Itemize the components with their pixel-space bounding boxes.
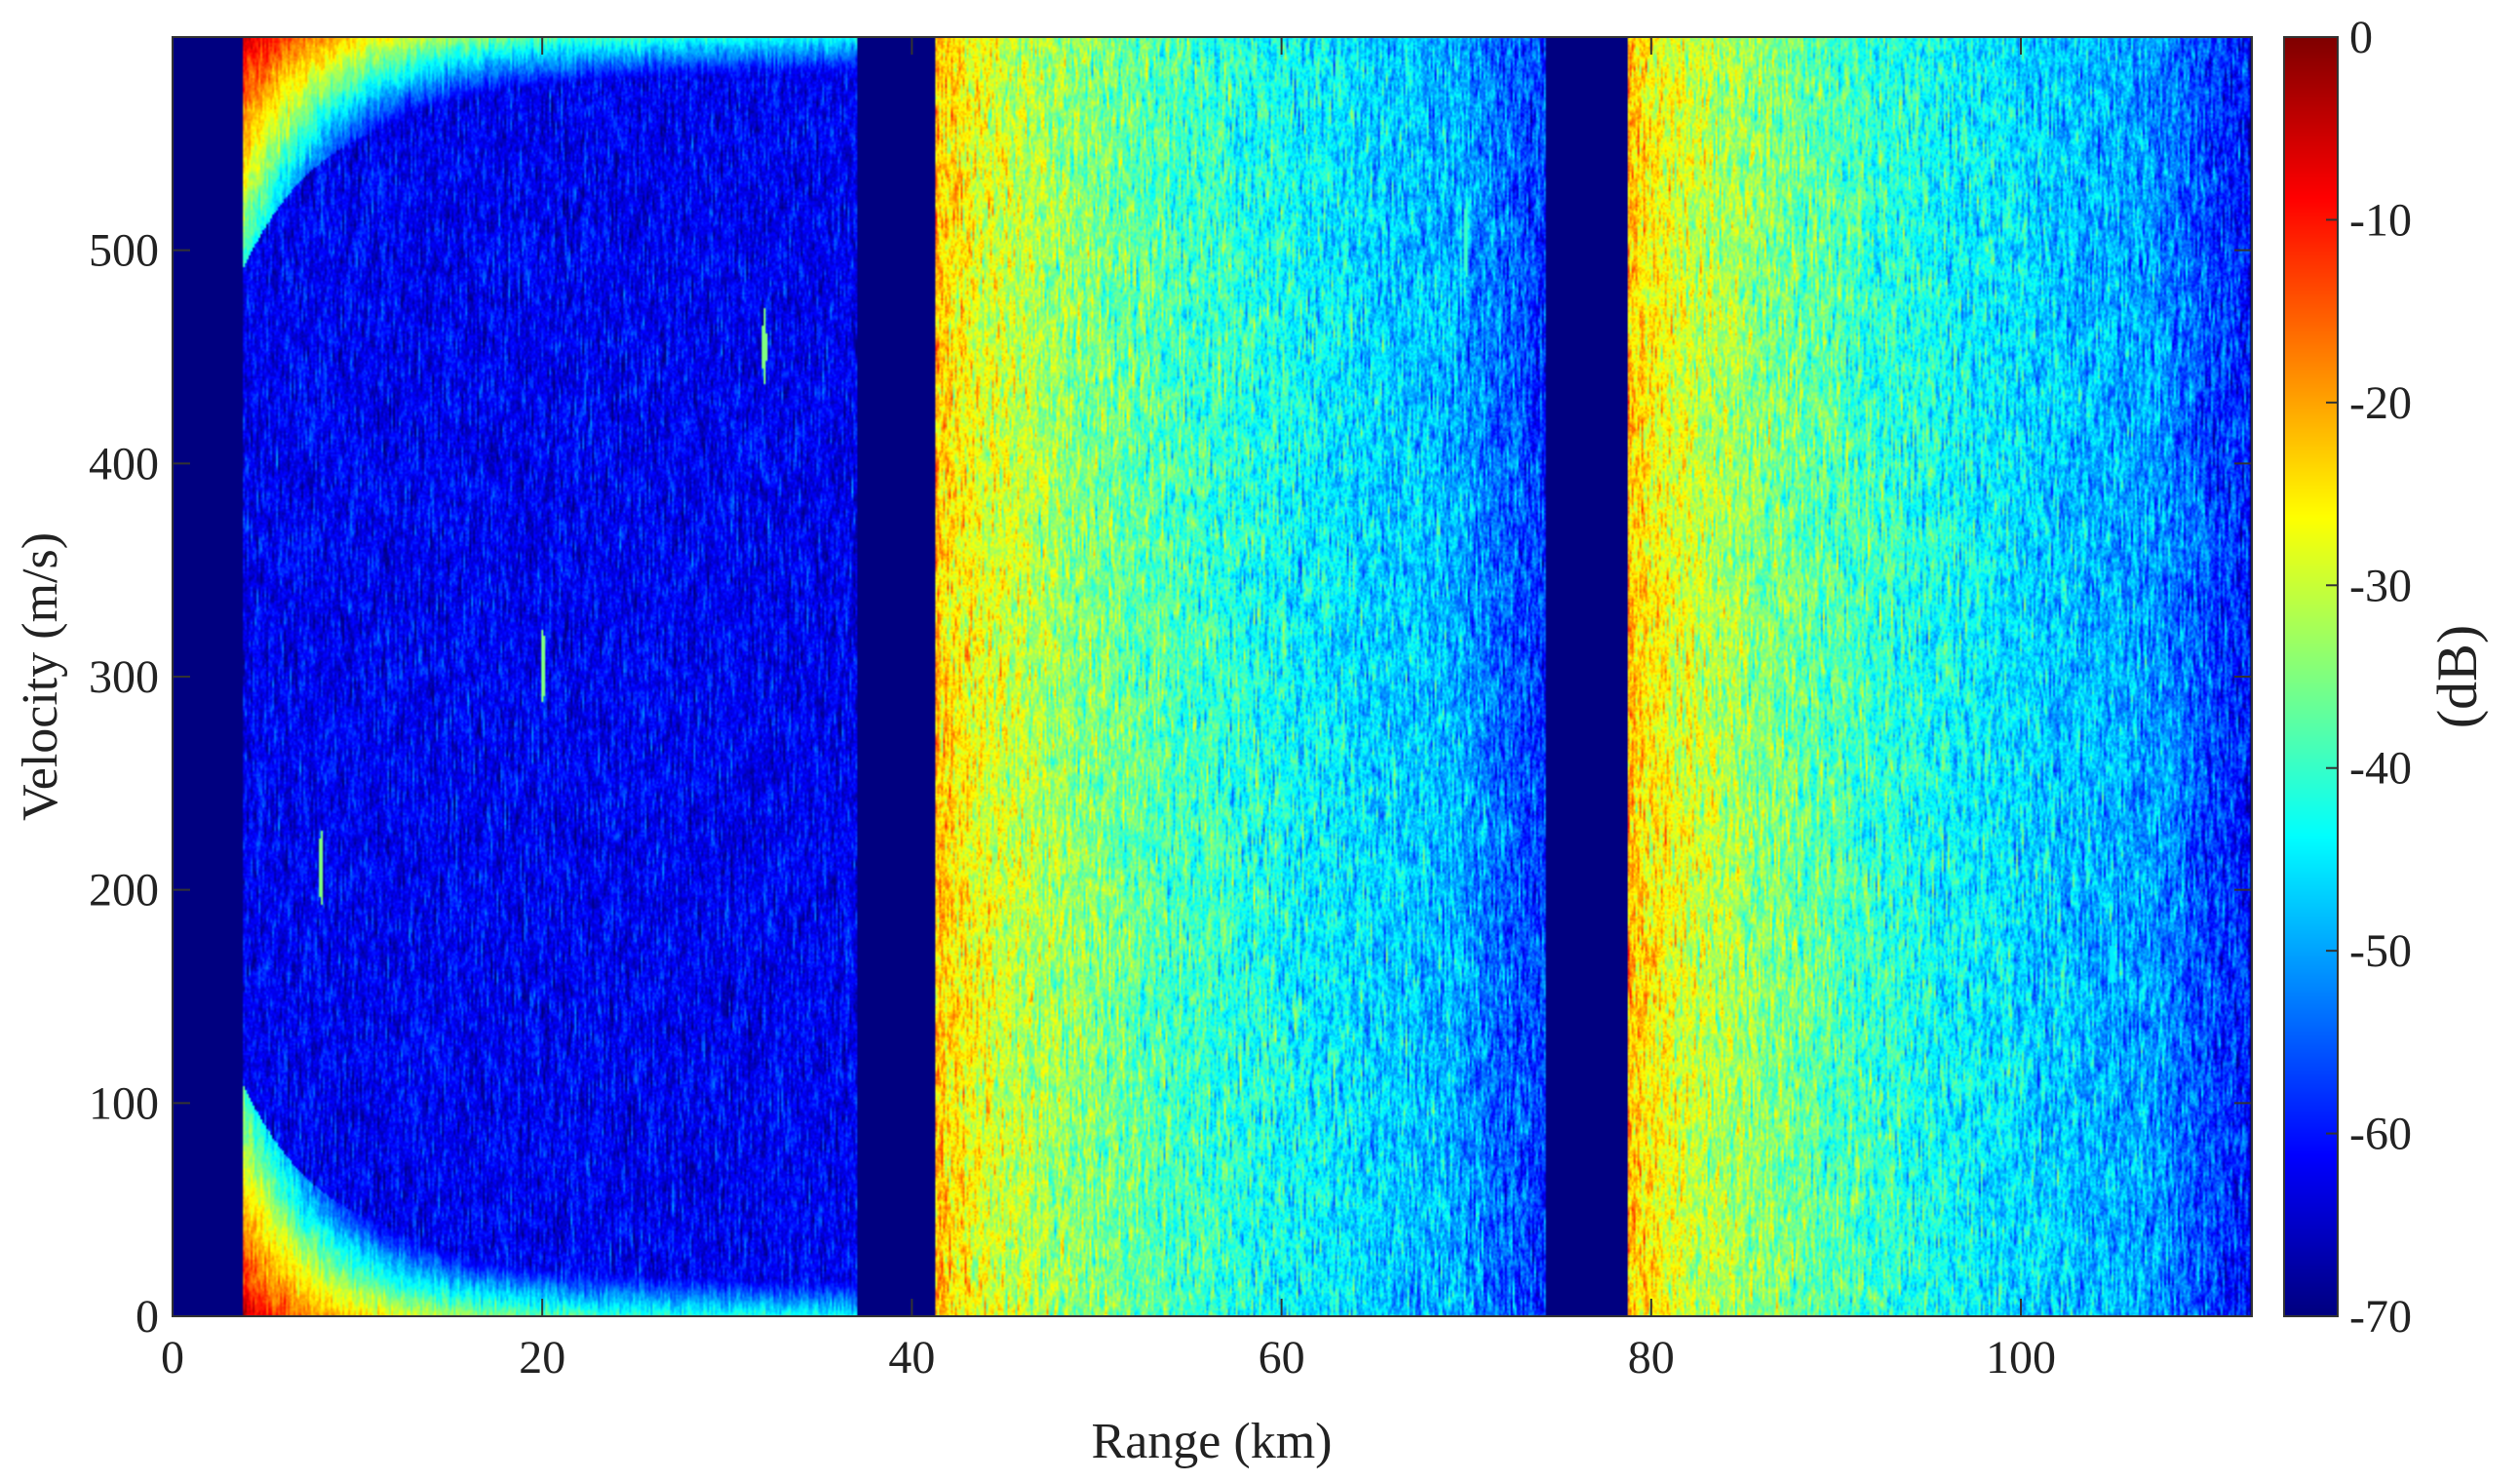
y-tick-label: 300 <box>89 651 159 703</box>
colorbar-tick-label: -70 <box>2349 1291 2412 1343</box>
y-tick-label: 500 <box>89 225 159 277</box>
x-tick-label: 80 <box>1628 1332 1675 1384</box>
colorbar-tick-label: -10 <box>2349 194 2412 246</box>
colorbar-tick-label: -40 <box>2349 743 2412 795</box>
plot-frame <box>172 36 2253 1317</box>
y-tick-label: 200 <box>89 865 159 916</box>
x-tick-label: 100 <box>1986 1332 2056 1384</box>
colorbar-tick-label: -50 <box>2349 925 2412 977</box>
colorbar-ticks: 0 -10 -20 -30 -40 -50 -60 -70 <box>2326 12 2412 1343</box>
x-axis-label: Range (km) <box>1092 1414 1333 1469</box>
y-axis-label: Velocity (m/s) <box>13 532 68 821</box>
colorbar-tick-label: -60 <box>2349 1109 2412 1160</box>
heatmap-image <box>173 37 2252 1316</box>
colorbar-tick-label: -20 <box>2349 377 2412 429</box>
y-axis-ticks: 0 100 200 300 400 500 <box>89 225 2252 1343</box>
colorbar-tick-label: -30 <box>2349 560 2412 611</box>
y-tick-label: 100 <box>89 1077 159 1129</box>
y-tick-label: 0 <box>136 1291 159 1343</box>
colorbar-label: (dB) <box>2425 625 2489 728</box>
x-tick-label: 0 <box>161 1332 184 1384</box>
x-tick-label: 40 <box>888 1332 935 1384</box>
x-axis-ticks: 0 20 40 60 80 100 <box>161 37 2056 1384</box>
x-tick-label: 20 <box>519 1332 565 1384</box>
colorbar-frame <box>2283 36 2339 1317</box>
colorbar-gradient <box>2284 37 2338 1316</box>
x-tick-label: 60 <box>1259 1332 1305 1384</box>
colorbar-tick-label: 0 <box>2349 12 2373 63</box>
y-tick-label: 400 <box>89 438 159 489</box>
